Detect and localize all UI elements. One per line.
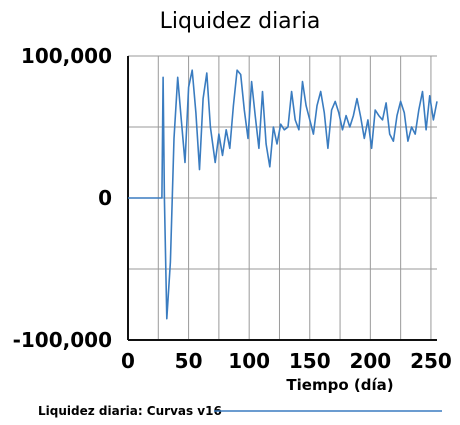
y-tick-label: 0 [98,186,112,210]
x-tick-label: 250 [410,349,452,373]
x-tick-label: 0 [121,349,135,373]
y-tick-label: 100,000 [21,44,112,68]
y-axis: -100,000 0 100,000 [13,44,112,352]
x-axis: 0 50 100 150 200 250 [121,349,452,373]
x-tick-label: 150 [289,349,331,373]
x-tick-label: 100 [228,349,270,373]
legend: Liquidez diaria: Curvas v16 [38,404,442,418]
y-tick-label: -100,000 [13,328,112,352]
series-line [128,69,438,320]
x-tick-label: 200 [349,349,391,373]
grid [127,55,437,341]
x-tick-label: 50 [175,349,203,373]
chart-title: Liquidez diaria [160,9,321,34]
plot-area [128,69,438,320]
legend-label: Liquidez diaria: Curvas v16 [38,404,222,418]
x-axis-label: Tiempo (día) [286,376,393,394]
